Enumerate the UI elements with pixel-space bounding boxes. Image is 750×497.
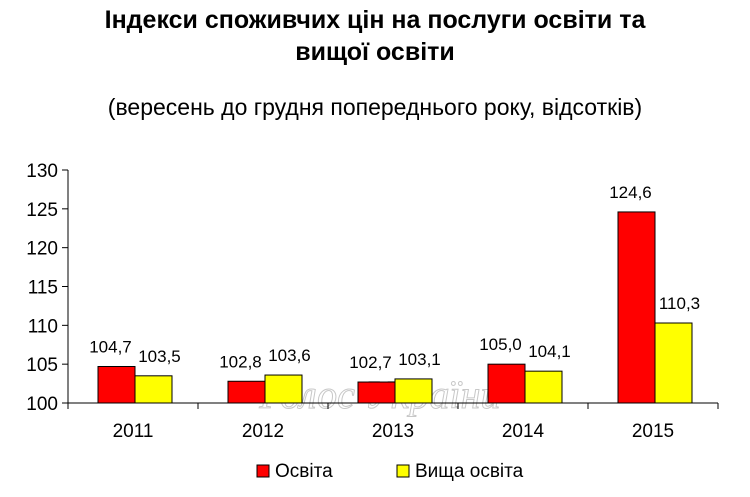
y-tick-label: 110 <box>28 316 58 337</box>
axes: 2011 2012 2013 2014 2015 100 105 110 115 120 125 13… <box>26 161 719 442</box>
y-tick-label: 130 <box>26 161 58 182</box>
data-label: 105,0 <box>479 335 522 354</box>
bar-osvita-2014 <box>487 363 526 404</box>
bar-vyshcha-osvita-2012 <box>264 374 303 404</box>
bar-vyshcha-osvita-2011 <box>134 375 173 404</box>
x-tick-label: 2015 <box>632 421 674 442</box>
bar-osvita-2012 <box>227 380 266 404</box>
bar-vyshcha-osvita-2015 <box>654 322 693 404</box>
legend-swatch-vyshcha-osvita <box>396 464 410 478</box>
x-tick-label: 2012 <box>242 421 284 442</box>
data-label: 103,5 <box>138 347 181 366</box>
bar-osvita-2013 <box>357 381 396 404</box>
bar-osvita-2015 <box>617 211 656 404</box>
x-tick-label: 2014 <box>502 421 545 442</box>
x-tick-label: 2011 <box>113 421 154 442</box>
data-label: 103,1 <box>398 350 441 369</box>
chart-subtitle: (вересень до грудня попереднього року, в… <box>107 94 643 120</box>
chart-title-line-2: вищої освіти <box>295 38 455 66</box>
bar-vyshcha-osvita-2013 <box>394 378 433 404</box>
legend-label-vyshcha-osvita: Вища освіта <box>415 461 524 482</box>
legend-label-osvita: Освіта <box>275 461 333 482</box>
bar-vyshcha-osvita-2014 <box>524 370 563 404</box>
data-labels: 104,7 103,5 102,8 103,6 102,7 103,1 105,0 104,1… <box>89 183 700 372</box>
y-tick-label: 105 <box>26 355 58 376</box>
y-tick-label: 120 <box>26 239 58 260</box>
data-label: 104,1 <box>528 342 571 361</box>
data-label: 102,7 <box>349 353 392 372</box>
y-tick-label: 100 <box>26 394 58 415</box>
bars <box>97 211 693 404</box>
chart-title: Індекси споживчих цін на послуги освіти … <box>0 4 750 68</box>
data-label: 124,6 <box>609 183 652 202</box>
y-tick-label: 125 <box>26 200 58 221</box>
y-tick-label: 115 <box>28 278 58 299</box>
data-label: 104,7 <box>89 337 132 356</box>
legend-swatch-osvita <box>256 464 270 478</box>
x-tick-label: 2013 <box>372 421 414 442</box>
chart-title-line-1: Індекси споживчих цін на послуги освіти … <box>104 6 646 34</box>
data-label: 110,3 <box>659 294 700 313</box>
data-label: 102,8 <box>219 352 262 371</box>
bar-osvita-2011 <box>97 365 136 404</box>
legend: Освіта Вища освіта <box>256 461 524 482</box>
data-label: 103,6 <box>268 346 311 365</box>
